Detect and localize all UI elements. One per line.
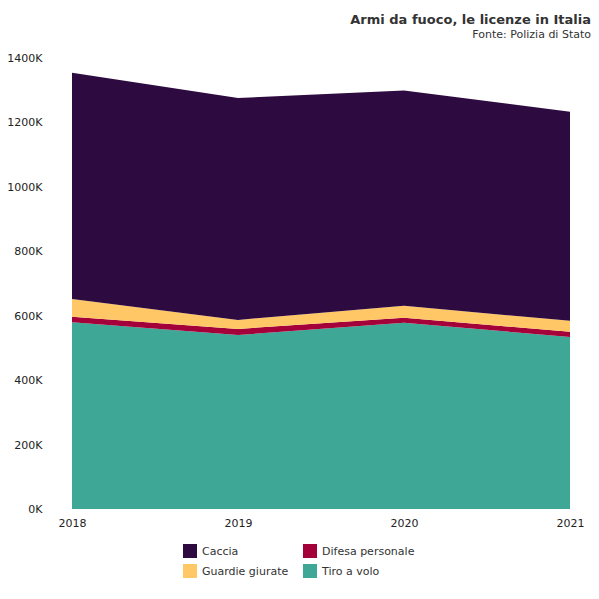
svg-text:200K: 200K xyxy=(14,439,43,452)
svg-text:1400K: 1400K xyxy=(7,52,43,65)
svg-text:1000K: 1000K xyxy=(7,181,43,194)
svg-text:800K: 800K xyxy=(14,245,43,258)
html-text:Guardie giurate: Guardie giurate xyxy=(202,564,289,578)
svg-text:2021: 2021 xyxy=(557,517,585,530)
html-text:Difesa personale: Difesa personale xyxy=(322,544,415,558)
svg-text:0K: 0K xyxy=(28,503,43,516)
html-text:Tiro a volo: Tiro a volo xyxy=(322,564,380,578)
svg-text:2018: 2018 xyxy=(59,517,87,530)
html-text:Fonte: Polizia di Stato: Fonte: Polizia di Stato xyxy=(472,28,591,41)
svg-text:1200K: 1200K xyxy=(7,116,43,129)
svg-text:2019: 2019 xyxy=(225,517,253,530)
html-text:Armi da fuoco, le licenze in I: Armi da fuoco, le licenze in Italia xyxy=(350,12,591,27)
svg-text:600K: 600K xyxy=(14,310,43,323)
svg-text:2020: 2020 xyxy=(391,517,419,530)
svg-text:400K: 400K xyxy=(14,374,43,387)
html-text:Caccia: Caccia xyxy=(202,544,239,558)
